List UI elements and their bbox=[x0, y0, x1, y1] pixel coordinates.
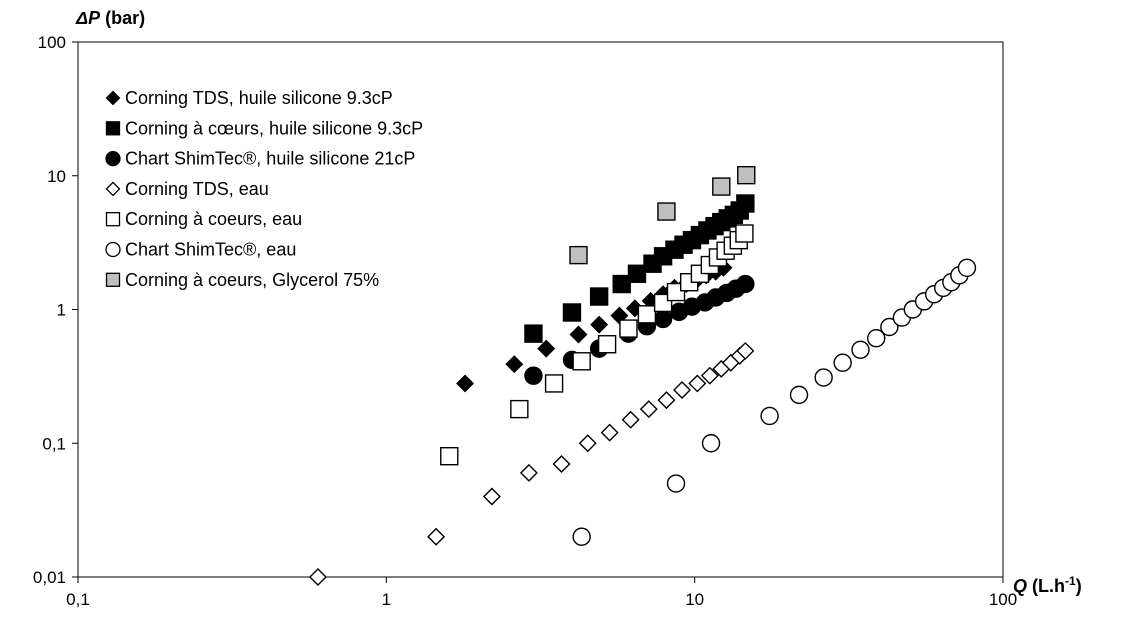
legend-label: Chart ShimTec®, eau bbox=[125, 240, 296, 260]
data-point bbox=[760, 406, 779, 426]
data-point bbox=[736, 274, 755, 294]
data-point bbox=[505, 355, 524, 374]
data-point bbox=[736, 194, 755, 213]
series-layer bbox=[308, 165, 977, 586]
data-point bbox=[657, 391, 676, 410]
x-axis-ticks: 0,1 1 10 100 bbox=[66, 577, 1017, 609]
data-point bbox=[612, 274, 631, 294]
data-point bbox=[597, 335, 617, 354]
data-point bbox=[482, 487, 501, 506]
data-point bbox=[619, 319, 638, 338]
data-point bbox=[572, 352, 591, 371]
data-point bbox=[639, 400, 658, 419]
data-point bbox=[789, 385, 809, 405]
legend-label: Corning à coeurs, eau bbox=[125, 209, 302, 229]
legend-marker bbox=[105, 90, 121, 106]
legend-item: Corning à coeurs, Glycerol 75% bbox=[105, 270, 379, 290]
data-point bbox=[590, 315, 609, 334]
legend-label: Corning à cœurs, huile silicone 9.3cP bbox=[125, 118, 423, 138]
legend-item: Corning TDS, eau bbox=[105, 179, 269, 199]
data-point bbox=[621, 410, 640, 429]
data-point bbox=[562, 303, 582, 322]
x-tick-label: 100 bbox=[989, 590, 1017, 609]
y-axis-title: ΔP (bar) bbox=[75, 8, 145, 28]
data-point bbox=[537, 339, 556, 358]
data-point bbox=[544, 374, 564, 393]
legend-marker bbox=[105, 181, 121, 197]
y-tick-label: 10 bbox=[47, 167, 66, 186]
y-tick-label: 100 bbox=[38, 33, 66, 52]
y-tick-label: 0,1 bbox=[42, 434, 66, 453]
x-tick-label: 0,1 bbox=[66, 590, 90, 609]
data-point bbox=[851, 340, 870, 359]
series-2 bbox=[524, 194, 755, 343]
data-point bbox=[308, 568, 327, 586]
plot-area bbox=[77, 41, 1004, 578]
data-point bbox=[653, 309, 673, 329]
data-point bbox=[456, 374, 475, 393]
data-point bbox=[552, 454, 571, 473]
data-point bbox=[700, 366, 719, 385]
data-point bbox=[569, 325, 588, 344]
data-point bbox=[735, 224, 754, 243]
data-point bbox=[572, 527, 591, 546]
data-point bbox=[427, 527, 446, 546]
data-point bbox=[524, 366, 543, 385]
y-tick-label: 1 bbox=[57, 301, 66, 320]
x-axis-title: Q (L.h-1) bbox=[1013, 574, 1082, 596]
data-point bbox=[688, 374, 707, 393]
legend-marker bbox=[105, 272, 121, 287]
data-point bbox=[524, 324, 543, 343]
series-3 bbox=[524, 274, 755, 385]
y-axis-ticks: 0,01 0,1 1 10 100 bbox=[33, 33, 78, 587]
data-point bbox=[627, 264, 647, 283]
legend-marker bbox=[105, 150, 121, 167]
data-point bbox=[867, 329, 886, 348]
legend-marker bbox=[105, 241, 121, 258]
legend-label: Corning TDS, eau bbox=[125, 179, 269, 199]
series-6 bbox=[572, 258, 977, 546]
data-point bbox=[510, 399, 529, 419]
data-point bbox=[578, 434, 597, 453]
data-point bbox=[880, 317, 899, 337]
series-4 bbox=[308, 341, 755, 586]
data-point bbox=[569, 245, 588, 265]
legend-label: Corning TDS, huile silicone 9.3cP bbox=[125, 88, 393, 108]
legend-item: Corning à coeurs, eau bbox=[105, 209, 302, 229]
data-point bbox=[833, 353, 852, 372]
data-point bbox=[519, 463, 538, 482]
data-point bbox=[673, 381, 692, 400]
data-point bbox=[637, 305, 657, 324]
legend-marker bbox=[105, 121, 121, 136]
data-point bbox=[666, 474, 686, 493]
data-point bbox=[737, 165, 756, 185]
data-point bbox=[440, 447, 459, 466]
legend: Corning TDS, huile silicone 9.3cP Corning… bbox=[105, 88, 423, 290]
series-5 bbox=[440, 224, 754, 466]
legend-marker bbox=[105, 212, 121, 227]
data-point bbox=[712, 177, 731, 196]
series-7 bbox=[569, 165, 756, 265]
legend-label: Chart ShimTec®, huile silicone 21cP bbox=[125, 149, 415, 169]
data-point bbox=[589, 287, 609, 306]
data-point bbox=[957, 258, 977, 278]
legend-item: Chart ShimTec®, eau bbox=[105, 240, 296, 260]
data-point bbox=[657, 202, 676, 221]
data-point bbox=[736, 341, 755, 360]
x-tick-label: 10 bbox=[685, 590, 704, 609]
data-point bbox=[814, 368, 833, 387]
legend-item: Corning à cœurs, huile silicone 9.3cP bbox=[105, 118, 423, 138]
legend-label: Corning à coeurs, Glycerol 75% bbox=[125, 270, 379, 290]
legend-item: Chart ShimTec®, huile silicone 21cP bbox=[105, 149, 415, 169]
legend-item: Corning TDS, huile silicone 9.3cP bbox=[105, 88, 393, 108]
data-point bbox=[600, 423, 619, 442]
y-tick-label: 0,01 bbox=[33, 568, 66, 587]
x-tick-label: 1 bbox=[382, 590, 391, 609]
data-point bbox=[701, 434, 721, 453]
